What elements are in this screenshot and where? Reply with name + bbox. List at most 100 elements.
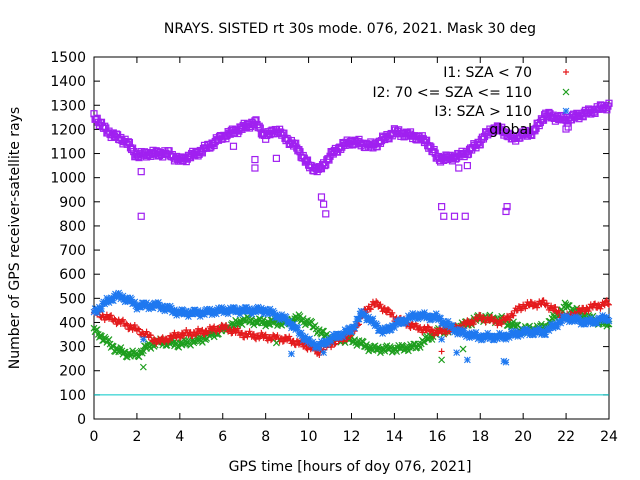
data-point [224, 310, 232, 318]
data-point [482, 334, 490, 342]
data-point [514, 333, 522, 340]
data-point [490, 336, 498, 344]
legend-label: I1: SZA < 70 [443, 65, 532, 81]
outlier-point [461, 212, 469, 220]
data-point [369, 315, 377, 323]
data-point [395, 320, 403, 328]
y-tick-label: 1000 [50, 171, 86, 187]
data-point [605, 99, 613, 107]
data-point [550, 321, 558, 329]
data-point [510, 331, 517, 339]
outlier-point [438, 356, 446, 364]
data-point [419, 329, 426, 336]
outliers [314, 348, 445, 357]
data-point [526, 302, 533, 309]
data-point [302, 157, 311, 165]
data-point [173, 312, 181, 319]
outlier-point [503, 203, 511, 211]
y-tick-label: 900 [59, 195, 86, 211]
data-point [599, 312, 606, 319]
data-point [199, 326, 206, 333]
y-tick-label: 200 [59, 364, 86, 380]
outlier-point [502, 207, 510, 216]
data-point [286, 333, 293, 340]
data-point [108, 312, 115, 319]
data-point [461, 331, 469, 339]
data-point [603, 313, 611, 321]
outlier-point [322, 210, 330, 218]
data-point [201, 311, 208, 318]
outlier-point [564, 123, 572, 131]
data-point [324, 339, 332, 347]
data-point [234, 305, 242, 313]
data-point [201, 331, 208, 338]
data-point [425, 324, 432, 331]
data-point [264, 310, 272, 318]
data-point [366, 305, 373, 312]
data-layer [90, 99, 613, 371]
outlier-point [229, 142, 238, 150]
data-point [332, 334, 339, 342]
data-point [270, 309, 278, 317]
data-point [472, 329, 480, 336]
x-tick-label: 4 [175, 429, 184, 445]
data-point [595, 301, 602, 308]
data-point [250, 305, 258, 313]
x-tick-label: 8 [261, 429, 270, 445]
data-point [484, 329, 492, 337]
data-point [444, 317, 452, 325]
data-point [256, 307, 264, 315]
data-point [600, 314, 608, 321]
data-point [304, 338, 311, 346]
outlier-point [463, 162, 471, 170]
data-point [345, 324, 353, 332]
data-point [101, 300, 109, 308]
data-point [331, 341, 338, 348]
data-point [211, 323, 218, 330]
data-point [422, 312, 429, 320]
outlier-point [137, 212, 145, 220]
data-point [229, 307, 236, 315]
outlier-point [320, 200, 328, 208]
data-point [276, 316, 284, 324]
data-point [424, 323, 431, 330]
data-point [306, 335, 314, 343]
data-point [129, 326, 136, 333]
data-point [136, 326, 143, 333]
data-point [552, 303, 559, 310]
legend-marker [562, 107, 570, 115]
data-point [343, 329, 351, 336]
data-point [403, 316, 411, 324]
legend-marker [562, 88, 570, 96]
data-point [407, 325, 414, 332]
data-point [246, 328, 253, 335]
data-point [159, 334, 166, 341]
data-point [470, 333, 478, 340]
data-point [476, 333, 484, 340]
data-point [307, 346, 314, 353]
data-point [433, 313, 441, 321]
outlier-point [453, 349, 461, 357]
data-point [282, 313, 290, 321]
data-point [107, 294, 115, 302]
data-point [605, 317, 613, 325]
data-point [154, 298, 162, 306]
data-point [290, 320, 297, 328]
outlier-point [317, 193, 326, 201]
series-2 [90, 289, 613, 353]
data-point [460, 326, 468, 334]
data-point [522, 305, 529, 312]
y-tick-label: 500 [59, 291, 86, 307]
data-point [391, 324, 398, 332]
data-point [171, 306, 178, 314]
data-point [521, 329, 529, 337]
data-point [169, 335, 176, 342]
data-point [498, 321, 505, 328]
data-point [413, 322, 420, 329]
data-point [334, 330, 341, 338]
data-point [327, 338, 335, 346]
data-point [442, 330, 449, 337]
data-point [504, 331, 512, 339]
data-point [532, 327, 540, 334]
